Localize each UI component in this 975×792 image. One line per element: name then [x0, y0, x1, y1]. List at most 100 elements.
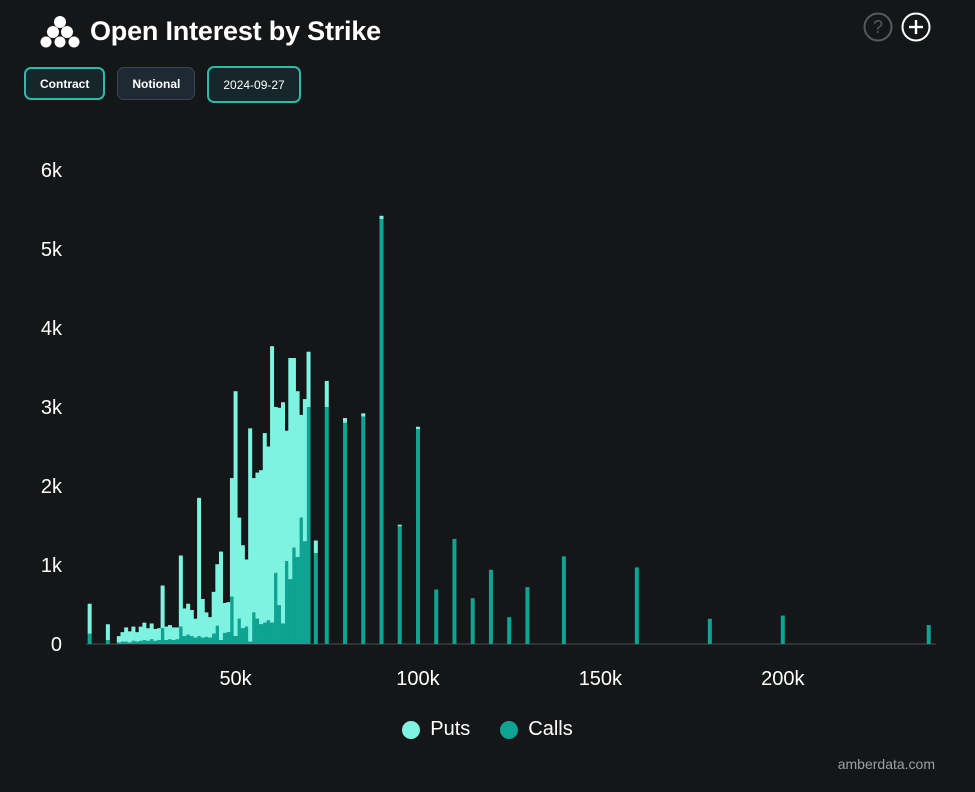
calls-bar	[193, 637, 198, 644]
chart-title: Open Interest by Strike	[90, 15, 381, 46]
calls-bar	[149, 639, 154, 644]
calls-bar	[324, 407, 329, 644]
puts-bar	[124, 627, 129, 642]
calls-bar	[211, 633, 216, 644]
add-icon[interactable]	[901, 12, 931, 42]
calls-bar	[266, 620, 271, 644]
calls-bar	[306, 407, 311, 644]
legend-puts[interactable]: Puts	[402, 718, 470, 741]
calls-bar	[634, 567, 639, 644]
puts-bar	[288, 358, 293, 580]
calls-bar	[244, 626, 249, 644]
puts-bar	[127, 631, 132, 643]
legend-calls-dot	[500, 720, 519, 739]
puts-bar	[153, 628, 158, 641]
puts-bar	[120, 632, 125, 642]
puts-bar	[178, 555, 183, 627]
amberdata-logo-icon	[40, 16, 80, 48]
calls-bar	[237, 618, 242, 644]
puts-bar	[186, 603, 191, 635]
x-tick-label: 50k	[219, 668, 252, 690]
puts-bar	[164, 626, 169, 641]
calls-bar	[208, 637, 213, 644]
puts-bar	[156, 628, 161, 641]
puts-bar	[299, 414, 304, 518]
calls-bar	[215, 625, 220, 644]
puts-bar	[244, 559, 249, 627]
puts-bar	[302, 399, 307, 542]
calls-bar	[218, 640, 223, 644]
calls-bar	[280, 623, 285, 644]
notional-button[interactable]: Notional	[117, 67, 196, 100]
calls-bar	[124, 641, 129, 644]
calls-bar	[926, 625, 931, 644]
calls-bar	[488, 569, 493, 644]
calls-bar	[343, 422, 348, 644]
puts-bar	[284, 430, 289, 562]
puts-bar	[189, 610, 194, 637]
y-tick-label: 5k	[41, 239, 63, 261]
legend-calls[interactable]: Calls	[500, 718, 573, 741]
puts-bar	[87, 603, 92, 634]
calls-bar	[561, 556, 566, 644]
puts-bar	[226, 602, 231, 633]
help-icon[interactable]: ?	[863, 12, 893, 42]
x-tick-label: 150k	[579, 668, 623, 690]
x-tick-label: 200k	[761, 668, 805, 690]
source-credit: amberdata.com	[837, 756, 935, 772]
y-tick-label: 1k	[41, 555, 63, 577]
puts-bar	[291, 358, 296, 548]
calls-bar	[277, 605, 282, 644]
calls-bar	[780, 615, 785, 644]
y-tick-label: 3k	[41, 397, 63, 419]
puts-bar	[233, 391, 238, 637]
puts-bar	[248, 428, 253, 642]
puts-bar	[306, 351, 311, 407]
calls-bar	[361, 416, 366, 644]
calls-bar	[240, 628, 245, 644]
puts-bar	[251, 478, 256, 613]
calls-bar	[379, 218, 384, 644]
calls-bar	[434, 589, 439, 644]
calls-bar	[226, 632, 231, 644]
calls-bar	[120, 641, 125, 644]
puts-bar	[273, 407, 278, 573]
puts-bar	[167, 625, 172, 640]
calls-bar	[189, 636, 194, 644]
calls-bar	[452, 538, 457, 644]
calls-bar	[164, 640, 169, 644]
calls-bar	[415, 429, 420, 644]
calls-bar	[233, 636, 238, 644]
puts-bar	[142, 622, 147, 641]
puts-bar	[262, 433, 267, 623]
calls-bar	[251, 612, 256, 644]
calls-bar	[273, 572, 278, 644]
calls-bar	[167, 639, 172, 644]
chart-header: Open Interest by Strike	[40, 14, 381, 48]
calls-bar	[248, 641, 253, 644]
calls-bar	[197, 636, 202, 644]
legend-puts-label: Puts	[430, 718, 471, 740]
svg-text:?: ?	[873, 17, 883, 37]
calls-bar	[116, 642, 121, 644]
chart-legend: Puts Calls	[0, 718, 975, 741]
puts-bar	[182, 608, 187, 637]
puts-bar	[324, 380, 329, 407]
calls-bar	[313, 553, 318, 644]
puts-bar	[259, 470, 264, 625]
calls-bar	[146, 640, 151, 644]
puts-bar	[379, 215, 384, 219]
puts-bar	[131, 626, 136, 641]
puts-bar	[138, 626, 143, 641]
puts-bar	[218, 551, 223, 641]
filter-buttons: Contract Notional 2024-09-27	[24, 66, 301, 103]
puts-bar	[266, 446, 271, 621]
expiry-date-button[interactable]: 2024-09-27	[207, 66, 301, 103]
calls-bar	[284, 561, 289, 644]
contract-button[interactable]: Contract	[24, 67, 106, 100]
calls-bar	[288, 579, 293, 644]
calls-bar	[171, 640, 176, 644]
calls-bar	[138, 640, 143, 644]
y-tick-label: 4k	[41, 318, 63, 340]
puts-bar	[270, 346, 275, 623]
